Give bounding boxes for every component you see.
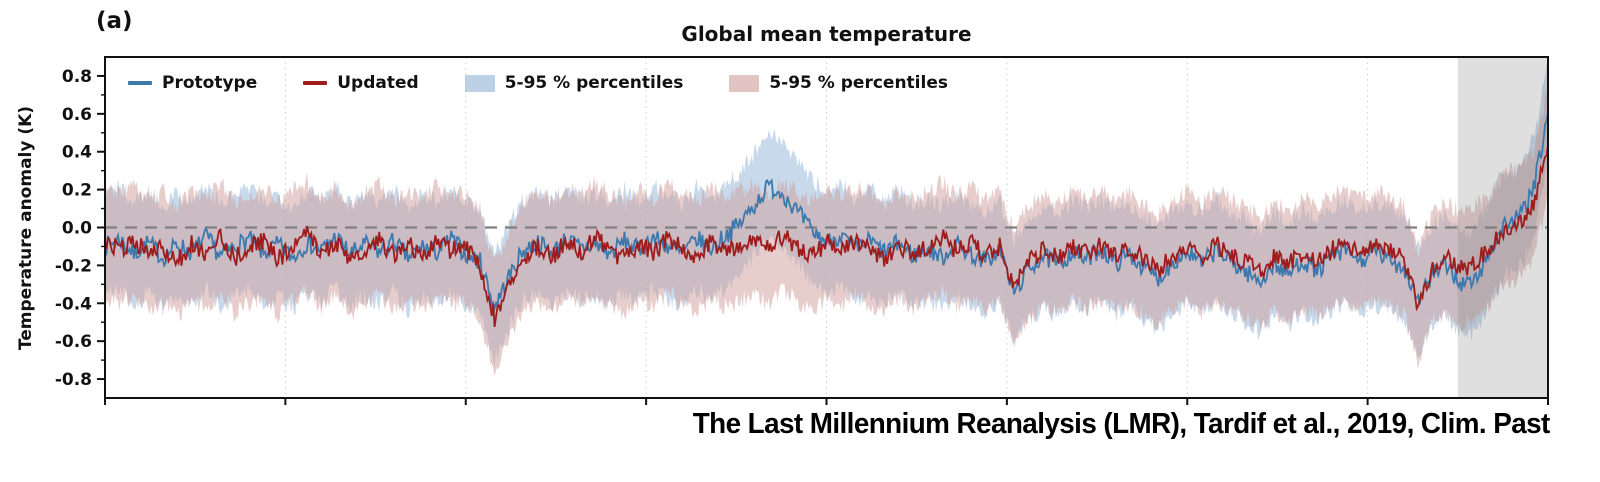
legend-item-updated-percentiles: 5-95 % percentiles <box>729 73 948 93</box>
legend-item-updated: Updated <box>303 73 419 93</box>
y-tick-label: -0.2 <box>55 256 92 276</box>
y-tick-label: -0.6 <box>55 332 92 352</box>
y-axis-label: Temperature anomaly (K) <box>16 105 36 351</box>
caption: The Last Millennium Reanalysis (LMR), Ta… <box>692 408 1551 440</box>
legend: Prototype Updated 5-95 % percentiles 5-9… <box>128 73 948 93</box>
panel-label: (a) <box>96 8 133 34</box>
y-tick-label: -0.4 <box>55 294 92 314</box>
prototype-line-swatch <box>128 81 152 85</box>
y-tick-label: 0.2 <box>62 181 92 201</box>
legend-label-updated-percentiles: 5-95 % percentiles <box>769 73 948 93</box>
prototype-percentile-swatch <box>464 74 495 92</box>
y-tick-label: 0.0 <box>62 219 92 239</box>
y-tick-label: 0.6 <box>62 105 92 125</box>
legend-label-prototype-percentiles: 5-95 % percentiles <box>504 73 684 93</box>
chart-title: Global mean temperature <box>681 22 972 46</box>
legend-label-prototype: Prototype <box>162 73 258 93</box>
y-tick-label: 0.8 <box>62 67 92 87</box>
updated-percentile-band <box>105 87 1548 377</box>
updated-line <box>105 145 1548 328</box>
y-tick-label: -0.8 <box>55 370 92 390</box>
updated-percentile-swatch <box>729 74 760 92</box>
legend-item-prototype-percentiles: 5-95 % percentiles <box>464 73 684 93</box>
legend-label-updated: Updated <box>337 73 419 93</box>
legend-item-prototype: Prototype <box>128 73 257 93</box>
y-tick-label: 0.4 <box>62 143 92 163</box>
updated-line-swatch <box>303 81 328 85</box>
